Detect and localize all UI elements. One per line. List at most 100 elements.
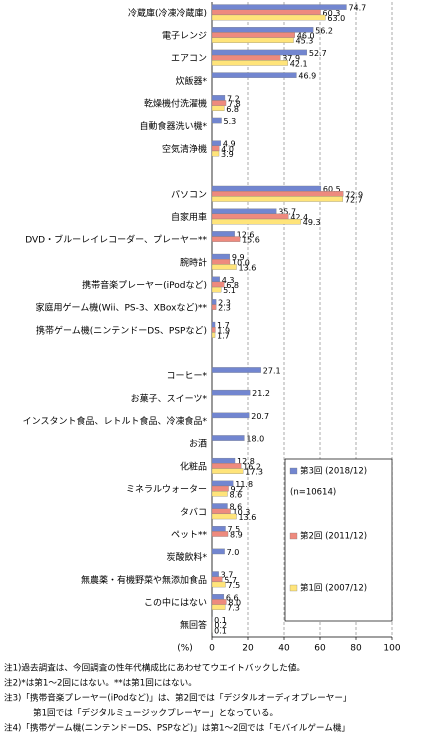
value-label: 10.3	[233, 508, 251, 517]
value-label: 8.0	[228, 598, 241, 607]
legend-swatch	[289, 467, 298, 475]
value-label: 4.9	[223, 140, 236, 149]
value-label: 4.3	[222, 276, 235, 285]
y-tick-label: この中にはない	[144, 596, 207, 608]
bar	[211, 508, 231, 515]
bar	[211, 299, 217, 305]
bar	[211, 485, 229, 492]
value-label: 45.3	[296, 37, 314, 46]
legend-note: (n=10614)	[290, 488, 336, 498]
y-tick-label: エアコン	[171, 54, 207, 64]
bar	[211, 599, 227, 605]
y-tick-label: 携帯ゲーム機(ニンテンドーDS、PSPなど)	[36, 324, 207, 336]
value-label: 37.9	[282, 54, 300, 63]
bar	[211, 208, 277, 214]
y-tick-label: お菓子、スイーツ*	[131, 392, 208, 404]
value-label: 6.6	[226, 593, 239, 602]
bar	[211, 531, 229, 537]
value-label: 15.6	[242, 236, 260, 245]
bar	[211, 604, 226, 610]
value-label: 72.7	[345, 195, 363, 204]
value-label: 8.9	[230, 530, 243, 539]
value-label: 7.5	[228, 525, 241, 534]
bar	[211, 321, 216, 328]
note: 注1)過去調査は、今回調査の性年代構成比にあわせてウエイトバックした値。	[4, 662, 305, 674]
bar	[211, 213, 289, 220]
value-label: 42.4	[290, 213, 308, 222]
y-tick-label: コーヒー*	[166, 371, 207, 382]
value-label: 5.1	[223, 286, 236, 295]
note: 注3)「携帯音楽プレーヤー(iPodなど)」は、第2回では「デジタルオーディオプ…	[4, 692, 352, 704]
bar	[211, 117, 222, 124]
value-label: 56.2	[315, 26, 333, 35]
value-label: 3.9	[221, 150, 234, 159]
x-tick-label: 20	[242, 644, 254, 654]
bar	[211, 145, 220, 152]
bar	[211, 60, 288, 66]
value-label: 5.3	[224, 117, 237, 126]
value-label: 12.6	[237, 230, 255, 239]
value-label: 7.3	[227, 604, 240, 613]
value-label: 8.6	[229, 503, 242, 512]
value-label: 72.9	[345, 190, 363, 199]
value-label: 6.8	[226, 281, 239, 290]
bar	[211, 253, 230, 260]
y-tick-label: DVD・ブルーレイレコーダー、プレーヤー**	[25, 234, 207, 246]
bar	[211, 576, 223, 583]
x-tick-label: 0	[209, 644, 215, 654]
y-tick-label: 炊飯器*	[175, 75, 207, 87]
bar	[211, 468, 244, 474]
bar	[211, 95, 226, 101]
value-label: 49.3	[303, 218, 321, 227]
value-label: 13.6	[238, 264, 256, 273]
y-tick-label: 家庭用ゲーム機(Wii、PS-3、XBoxなど)**	[36, 302, 208, 314]
value-label: 3.7	[221, 571, 234, 580]
y-tick-label: 自動食器洗い機*	[139, 120, 207, 132]
y-tick-label: 自家用車	[171, 211, 207, 223]
value-label: 46.0	[297, 32, 315, 41]
y-tick-label: 携帯音楽プレーヤー(iPodなど)	[82, 279, 207, 291]
bar	[211, 218, 301, 225]
value-label: 35.7	[278, 208, 296, 217]
value-label: 1.7	[217, 332, 230, 341]
y-tick-label: ミネラルウォーター	[126, 484, 207, 495]
x-tick-label: 60	[314, 644, 326, 654]
bar	[211, 72, 297, 78]
bar	[211, 14, 326, 21]
bar	[211, 9, 321, 16]
x-axis-label: (%)	[177, 644, 193, 654]
bar	[211, 32, 295, 38]
y-tick-label: 電子レンジ	[162, 31, 207, 42]
value-label: 52.7	[309, 49, 327, 58]
bar	[211, 463, 242, 469]
value-label: 0.2	[214, 621, 227, 630]
y-tick-label: 腕時計	[180, 256, 207, 268]
y-tick-label: 乾燥機付洗濯機	[144, 98, 207, 110]
bar	[211, 37, 294, 43]
bar	[211, 105, 225, 112]
value-label: 74.7	[348, 4, 366, 13]
x-tick-label: 80	[350, 644, 362, 654]
bar	[211, 548, 225, 555]
legend-label: 第1回 (2007/12)	[300, 583, 367, 594]
bar	[211, 150, 220, 157]
value-label: 17.3	[245, 468, 263, 477]
y-tick-label: ペット**	[171, 530, 208, 540]
value-label: 20.7	[251, 412, 269, 421]
y-tick-label: 無回答	[180, 619, 207, 631]
value-label: 7.0	[227, 548, 240, 557]
bar	[211, 304, 217, 310]
bar	[211, 54, 281, 61]
value-label: 2.3	[218, 304, 231, 313]
bar	[211, 276, 220, 283]
y-tick-label: インスタント食品、レトルト食品、冷凍食品*	[23, 415, 208, 427]
value-label: 27.1	[263, 366, 281, 375]
value-label: 5.7	[224, 576, 237, 585]
value-label: 12.8	[237, 457, 255, 466]
value-label: 10.0	[232, 258, 250, 267]
bar	[211, 367, 261, 373]
value-label: 42.1	[290, 59, 308, 68]
y-tick-label: 炭酸飲料*	[166, 551, 207, 563]
x-tick-label: 100	[383, 644, 400, 654]
bar	[211, 286, 222, 293]
